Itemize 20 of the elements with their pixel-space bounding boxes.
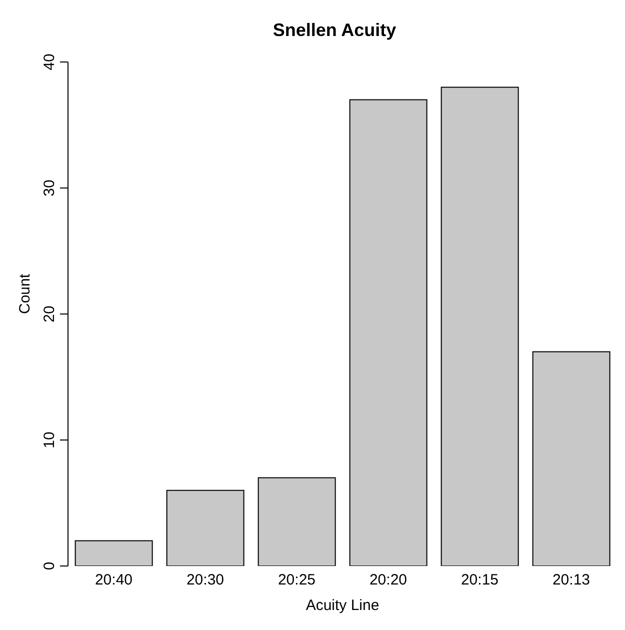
x-tick-label: 20:40: [94, 572, 133, 589]
bar: [166, 490, 244, 566]
chart-title: Snellen Acuity: [272, 20, 398, 41]
y-tick-label: 0: [41, 562, 58, 570]
y-axis-title: Count: [16, 273, 34, 314]
y-tick-label: 20: [41, 306, 58, 322]
x-axis-title: Acuity Line: [306, 597, 380, 614]
x-tick-label: 20:13: [552, 572, 590, 589]
bar: [74, 540, 153, 566]
x-tick-label: 20:15: [460, 572, 499, 589]
y-tick-label: 40: [41, 54, 58, 70]
x-tick-label: 20:20: [369, 572, 408, 589]
bar: [349, 99, 428, 566]
y-tick-label: 30: [41, 180, 58, 196]
bar: [258, 477, 336, 566]
bar: [440, 86, 519, 566]
x-tick-label: 20:30: [186, 572, 224, 589]
x-tick-label: 20:25: [278, 572, 316, 589]
bar: [532, 351, 610, 566]
y-tick-label: 10: [41, 432, 58, 448]
